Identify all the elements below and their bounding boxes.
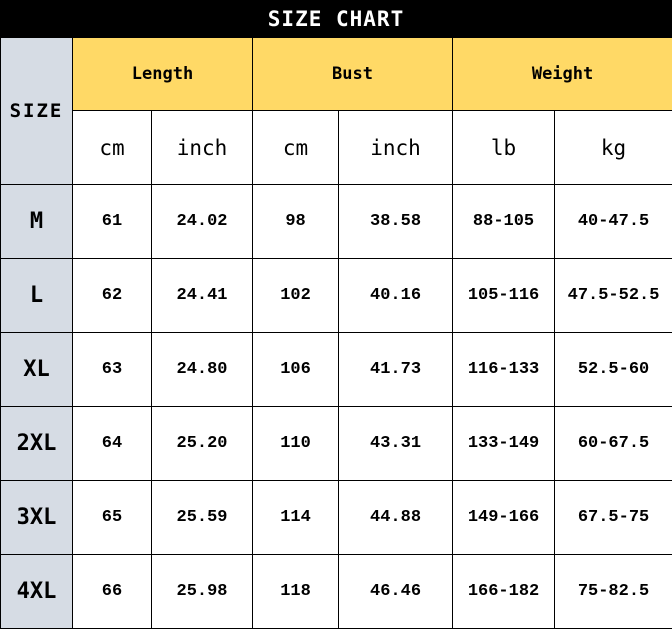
unit-header: lb — [452, 110, 556, 185]
size-label: 2XL — [0, 406, 73, 481]
table-cell: 44.88 — [338, 480, 454, 555]
group-header-row: SIZE Length Bust Weight — [0, 37, 672, 185]
table-cell: 47.5-52.5 — [554, 258, 672, 333]
unit-header: cm — [252, 110, 340, 185]
table-cell: 110 — [252, 406, 340, 481]
table-row: 4XL 66 25.98 118 46.46 166-182 75-82.5 — [0, 554, 672, 629]
table-cell: 24.41 — [150, 258, 254, 333]
table-cell: 24.80 — [150, 332, 254, 407]
table-cell: 98 — [252, 184, 340, 259]
bust-header: Bust — [252, 37, 454, 111]
table-cell: 25.59 — [150, 480, 254, 555]
size-label: L — [0, 258, 73, 333]
size-label: 3XL — [0, 480, 73, 555]
unit-header-row: cm inch cm inch lb kg — [1, 110, 672, 185]
length-header: Length — [71, 37, 254, 111]
table-cell: 88-105 — [452, 184, 556, 259]
table-row: 3XL 65 25.59 114 44.88 149-166 67.5-75 — [0, 480, 672, 555]
size-label: M — [0, 184, 73, 259]
table-cell: 102 — [252, 258, 340, 333]
size-label: 4XL — [0, 554, 73, 629]
table-cell: 24.02 — [150, 184, 254, 259]
table-cell: 116-133 — [452, 332, 556, 407]
size-chart-table: SIZE Length Bust Weight cm inch cm inch … — [0, 37, 672, 629]
table-cell: 114 — [252, 480, 340, 555]
table-cell: 66 — [72, 554, 152, 629]
table-row: L 62 24.41 102 40.16 105-116 47.5-52.5 — [0, 258, 672, 333]
size-header: SIZE — [0, 37, 73, 185]
table-row: 2XL 64 25.20 110 43.31 133-149 60-67.5 — [0, 406, 672, 481]
size-label: XL — [0, 332, 73, 407]
table-cell: 67.5-75 — [554, 480, 672, 555]
table-cell: 61 — [72, 184, 152, 259]
unit-header: kg — [554, 110, 672, 185]
table-cell: 40-47.5 — [554, 184, 672, 259]
table-cell: 25.98 — [150, 554, 254, 629]
table-cell: 43.31 — [338, 406, 454, 481]
table-cell: 65 — [72, 480, 152, 555]
unit-header: inch — [338, 110, 454, 185]
table-cell: 105-116 — [452, 258, 556, 333]
table-cell: 63 — [72, 332, 152, 407]
unit-header: inch — [150, 110, 254, 185]
table-row: XL 63 24.80 106 41.73 116-133 52.5-60 — [0, 332, 672, 407]
table-cell: 41.73 — [338, 332, 454, 407]
table-cell: 62 — [72, 258, 152, 333]
table-cell: 106 — [252, 332, 340, 407]
table-cell: 60-67.5 — [554, 406, 672, 481]
table-cell: 64 — [72, 406, 152, 481]
weight-header: Weight — [452, 37, 672, 111]
table-cell: 133-149 — [452, 406, 556, 481]
table-cell: 149-166 — [452, 480, 556, 555]
table-row: M 61 24.02 98 38.58 88-105 40-47.5 — [0, 184, 672, 259]
table-cell: 40.16 — [338, 258, 454, 333]
table-cell: 38.58 — [338, 184, 454, 259]
chart-title: SIZE CHART — [0, 0, 672, 37]
table-cell: 25.20 — [150, 406, 254, 481]
unit-header: cm — [72, 110, 152, 185]
table-cell: 75-82.5 — [554, 554, 672, 629]
table-cell: 46.46 — [338, 554, 454, 629]
table-cell: 52.5-60 — [554, 332, 672, 407]
table-cell: 118 — [252, 554, 340, 629]
table-cell: 166-182 — [452, 554, 556, 629]
